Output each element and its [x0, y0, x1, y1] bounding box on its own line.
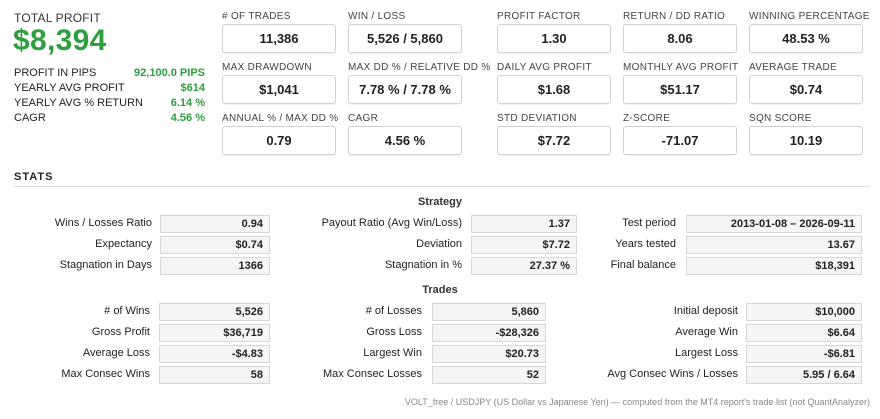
strategy-stat-value: 0.94 [160, 215, 270, 233]
strategy-stat-label: Final balance [610, 259, 676, 271]
trades-stat-label: Gross Loss [366, 326, 422, 338]
summary-row-value: 92,100.0 PIPS [134, 67, 205, 79]
total-profit-value: $8,394 [13, 24, 107, 57]
trades-section-title: Trades [422, 284, 458, 296]
metric-card-label: CAGR [348, 113, 379, 124]
metric-card-label: MAX DD % / RELATIVE DD % [348, 62, 491, 73]
trades-stat-value: -$4.83 [159, 345, 270, 363]
strategy-stat-value: $0.74 [160, 236, 270, 254]
trades-stat-value: 5,526 [159, 303, 270, 321]
summary-row-yearly-avg-return: YEARLY AVG % RETURN 6.14 % [14, 97, 205, 109]
metric-card-label: WIN / LOSS [348, 11, 406, 22]
summary-row-cagr: CAGR 4.56 % [14, 112, 205, 124]
metric-card-label: MAX DRAWDOWN [222, 62, 312, 73]
strategy-stat-label: Payout Ratio (Avg Win/Loss) [321, 217, 462, 229]
trades-stat-label: Average Loss [82, 347, 150, 359]
metric-card-value: 7.78 % / 7.78 % [348, 75, 462, 104]
strategy-stat-label: Test period [622, 217, 676, 229]
metric-card-value: -71.07 [623, 126, 737, 155]
trades-stat-value: 5.95 / 6.64 [746, 366, 862, 384]
strategy-stat-label: Years tested [615, 238, 676, 250]
strategy-stat-label: Wins / Losses Ratio [54, 217, 152, 229]
metric-card-value: 48.53 % [749, 24, 863, 53]
trades-stat-value: $10,000 [746, 303, 862, 321]
strategy-stat-label: Expectancy [95, 238, 152, 250]
strategy-stat-value: 1.37 [471, 215, 577, 233]
strategy-stat-value: 2013-01-08 – 2026-09-11 [686, 215, 862, 233]
total-profit-label: TOTAL PROFIT [14, 11, 101, 25]
metric-card-label: DAILY AVG PROFIT [497, 62, 592, 73]
summary-row-profit-pips: PROFIT IN PIPS 92,100.0 PIPS [14, 67, 205, 79]
trades-stat-label: # of Wins [104, 305, 150, 317]
strategy-stat-value: 13.67 [686, 236, 862, 254]
metric-card-value: $0.74 [749, 75, 863, 104]
metric-card-label: PROFIT FACTOR [497, 11, 581, 22]
trades-stat-value: -$28,326 [432, 324, 546, 342]
stats-title: STATS [14, 171, 54, 183]
summary-row-value: 4.56 % [170, 112, 205, 124]
trades-stat-label: Initial deposit [673, 305, 738, 317]
metric-card-value: $7.72 [497, 126, 611, 155]
strategy-stat-label: Stagnation in % [384, 259, 462, 271]
trades-stat-label: Avg Consec Wins / Losses [607, 368, 738, 380]
trades-stat-value: 5,860 [432, 303, 546, 321]
trades-stat-value: -$6.81 [746, 345, 862, 363]
strategy-stat-value: 1366 [160, 257, 270, 275]
summary-row-value: 6.14 % [170, 97, 205, 109]
metric-card-value: $51.17 [623, 75, 737, 104]
metric-card-label: SQN SCORE [749, 113, 812, 124]
metric-card-label: ANNUAL % / MAX DD % [222, 113, 339, 124]
trades-stat-label: # of Losses [365, 305, 422, 317]
metric-card-label: MONTHLY AVG PROFIT [623, 62, 739, 73]
metric-card-value: 4.56 % [348, 126, 462, 155]
trades-stat-value: 58 [159, 366, 270, 384]
metric-card-label: Z-SCORE [623, 113, 671, 124]
strategy-stat-value: $7.72 [471, 236, 577, 254]
metric-card-value: 11,386 [222, 24, 336, 53]
summary-row-label: CAGR [14, 112, 46, 124]
trades-stat-label: Max Consec Losses [322, 368, 422, 380]
metric-card-value: 10.19 [749, 126, 863, 155]
trades-stat-value: $20.73 [432, 345, 546, 363]
strategy-stat-label: Deviation [416, 238, 462, 250]
strategy-stat-label: Stagnation in Days [59, 259, 152, 271]
trades-stat-value: $36,719 [159, 324, 270, 342]
summary-row-value: $614 [180, 82, 205, 94]
strategy-stat-value: $18,391 [686, 257, 862, 275]
metric-card-value: 1.30 [497, 24, 611, 53]
metric-card-label: # OF TRADES [222, 11, 291, 22]
trades-stat-label: Largest Loss [675, 347, 738, 359]
trades-stat-label: Gross Profit [91, 326, 150, 338]
metric-card-label: WINNING PERCENTAGE [749, 11, 870, 22]
metric-card-label: AVERAGE TRADE [749, 62, 837, 73]
summary-row-label: PROFIT IN PIPS [14, 67, 97, 79]
stats-divider [14, 186, 870, 187]
summary-row-label: YEARLY AVG PROFIT [14, 82, 125, 94]
footer-note: VOLT_free / USDJPY (US Dollar vs Japanes… [404, 397, 870, 407]
trades-stat-value: 52 [432, 366, 546, 384]
trades-stat-label: Largest Win [363, 347, 422, 359]
metric-card-value: 8.06 [623, 24, 737, 53]
trades-stat-label: Max Consec Wins [61, 368, 150, 380]
summary-row-yearly-avg-profit: YEARLY AVG PROFIT $614 [14, 82, 205, 94]
trades-stat-value: $6.64 [746, 324, 862, 342]
strategy-section-title: Strategy [417, 196, 463, 208]
strategy-stat-value: 27.37 % [471, 257, 577, 275]
metric-card-label: STD DEVIATION [497, 113, 577, 124]
summary-row-label: YEARLY AVG % RETURN [14, 97, 143, 109]
metric-card-label: RETURN / DD RATIO [623, 11, 726, 22]
metric-card-value: $1,041 [222, 75, 336, 104]
metric-card-value: $1.68 [497, 75, 611, 104]
metric-card-value: 0.79 [222, 126, 336, 155]
trades-stat-label: Average Win [675, 326, 738, 338]
metric-card-value: 5,526 / 5,860 [348, 24, 462, 53]
